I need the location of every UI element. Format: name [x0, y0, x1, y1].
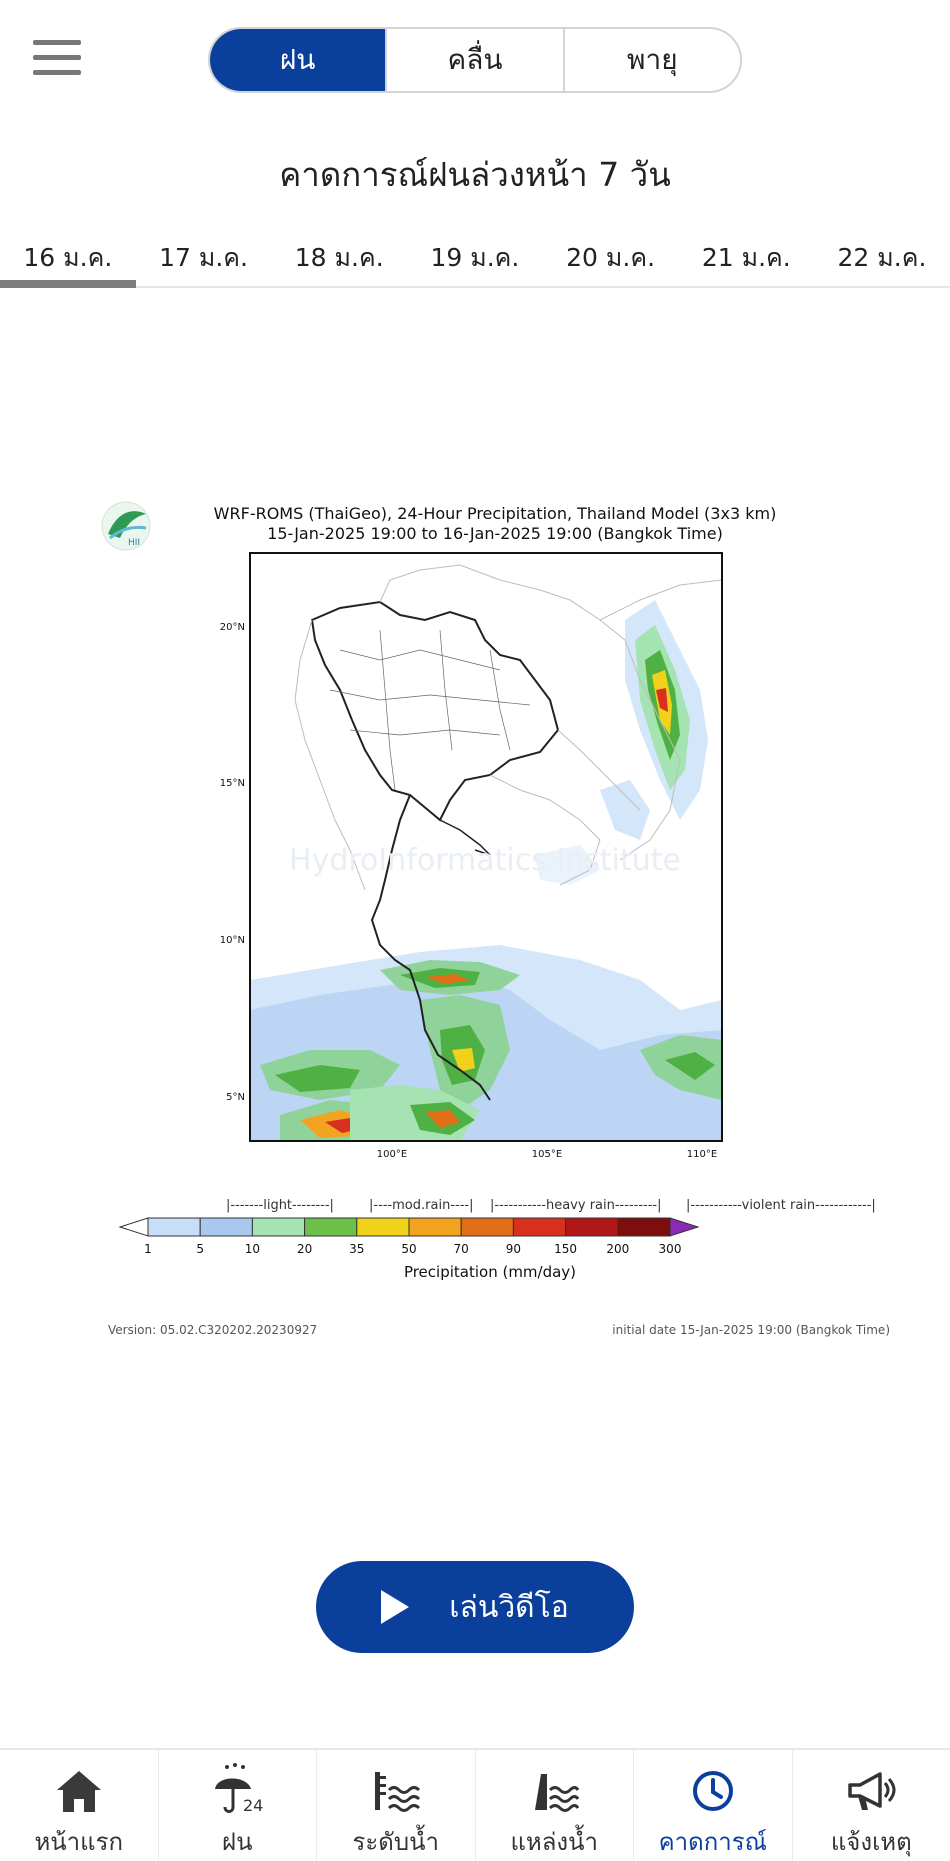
category-label-violent: |-----------violent rain------------|	[686, 1198, 876, 1213]
colorbar-title: Precipitation (mm/day)	[404, 1263, 576, 1281]
nav-item-reservoir[interactable]: แหล่งน้ำ	[474, 1750, 634, 1861]
colorbar-swatch	[617, 1217, 671, 1237]
hii-logo-icon: HII	[101, 501, 151, 551]
colorbar	[118, 1217, 700, 1237]
page-title: คาดการณ์ฝนล่วงหน้า 7 วัน	[279, 155, 671, 194]
colorbar-tick-label: 300	[659, 1242, 682, 1256]
play-icon	[381, 1590, 410, 1624]
clock-icon	[683, 1762, 743, 1820]
colorbar-tick-label: 50	[401, 1242, 416, 1256]
figure-subtitle-line: 15-Jan-2025 19:00 to 16-Jan-2025 19:00 (…	[267, 524, 723, 543]
figure-title-line: WRF-ROMS (ThaiGeo), 24-Hour Precipitatio…	[213, 504, 777, 523]
dam-icon	[524, 1762, 584, 1820]
tab-storm[interactable]: พายุ	[562, 29, 740, 91]
date-tab[interactable]: 19 ม.ค.	[430, 243, 520, 272]
colorbar-swatch	[147, 1217, 201, 1237]
umbrella-rain-icon: 24	[207, 1762, 267, 1820]
colorbar-tick-label: 70	[454, 1242, 469, 1256]
lon-label: 110°E	[687, 1149, 717, 1160]
nav-label: แจ้งเหตุ	[830, 1828, 912, 1856]
date-tab[interactable]: 18 ม.ค.	[294, 243, 384, 272]
category-label-moderate: |----mod.rain----|	[369, 1198, 473, 1213]
map-watermark: HydroInformatics Institute	[289, 843, 681, 878]
date-tabs: 16 ม.ค. 17 ม.ค. 18 ม.ค. 19 ม.ค. 20 ม.ค. …	[0, 232, 950, 288]
tab-rain[interactable]: ฝน	[210, 29, 386, 91]
colorbar-swatch	[304, 1217, 358, 1237]
colorbar-swatch	[199, 1217, 253, 1237]
date-tab[interactable]: 22 ม.ค.	[837, 243, 927, 272]
tab-wave[interactable]: คลื่น	[385, 29, 562, 91]
nav-label: ฝน	[222, 1828, 253, 1856]
megaphone-icon	[841, 1762, 901, 1820]
forecast-map-figure: HII WRF-ROMS (ThaiGeo), 24-Hour Precipit…	[80, 490, 890, 1360]
lat-label: 10°N	[220, 935, 245, 946]
colorbar-swatch	[251, 1217, 306, 1237]
colorbar-arrow-low	[118, 1217, 149, 1237]
map-svg: HydroInformatics Institute 20°N 15°N 10°…	[118, 552, 876, 1281]
colorbar-arrow-high	[669, 1217, 700, 1237]
colorbar-tick-label: 5	[196, 1242, 204, 1256]
colorbar-swatch	[356, 1217, 410, 1237]
lon-label: 105°E	[532, 1149, 562, 1160]
model-version: Version: 05.02.C320202.20230927	[108, 1323, 318, 1337]
hamburger-line	[33, 55, 81, 60]
lat-label: 5°N	[226, 1092, 245, 1103]
nav-label: หน้าแรก	[34, 1828, 124, 1856]
colorbar-tick-label: 35	[349, 1242, 364, 1256]
logo-text: HII	[128, 538, 140, 548]
figure-title: WRF-ROMS (ThaiGeo), 24-Hour Precipitatio…	[170, 504, 820, 544]
play-video-button[interactable]: เล่นวิดีโอ	[316, 1561, 634, 1653]
map-frame	[249, 552, 723, 1142]
colorbar-swatch	[565, 1217, 619, 1237]
play-video-label: เล่นวิดีโอ	[449, 1589, 569, 1625]
lat-label: 20°N	[220, 622, 245, 633]
nav-item-report[interactable]: แจ้งเหตุ	[791, 1750, 950, 1861]
colorbar-swatch	[460, 1217, 514, 1237]
date-tab[interactable]: 17 ม.ค.	[159, 243, 248, 272]
country-borders	[294, 564, 722, 1101]
date-tab[interactable]: 16 ม.ค.	[0, 232, 136, 288]
date-tab[interactable]: 20 ม.ค.	[566, 243, 656, 272]
bottom-nav: หน้าแรก 24 ฝน ระดับน้ำ	[0, 1748, 950, 1861]
precipitation-layer	[250, 600, 722, 1141]
colorbar-swatch	[408, 1217, 462, 1237]
date-tab[interactable]: 21 ม.ค.	[701, 243, 791, 272]
forecast-type-switch: ฝน คลื่น พายุ	[208, 27, 742, 93]
lon-label: 100°E	[377, 1149, 407, 1160]
rain-badge: 24	[243, 1796, 263, 1815]
category-label-light: |-------light--------|	[226, 1198, 334, 1213]
nav-item-water-level[interactable]: ระดับน้ำ	[316, 1750, 475, 1861]
nav-label: แหล่งน้ำ	[510, 1828, 599, 1856]
nav-item-rain[interactable]: 24 ฝน	[157, 1750, 317, 1861]
nav-item-forecast[interactable]: คาดการณ์	[633, 1750, 792, 1861]
initial-date: initial date 15-Jan-2025 19:00 (Bangkok …	[612, 1323, 890, 1337]
nav-label: คาดการณ์	[658, 1828, 767, 1856]
water-level-icon	[366, 1762, 426, 1820]
home-icon	[49, 1762, 109, 1820]
colorbar-tick-label: 200	[606, 1242, 629, 1256]
nav-label: ระดับน้ำ	[352, 1828, 439, 1856]
menu-button[interactable]	[33, 40, 81, 80]
colorbar-tick-label: 10	[245, 1242, 260, 1256]
category-label-heavy: |-----------heavy rain---------|	[490, 1198, 661, 1213]
lat-label: 15°N	[220, 778, 245, 789]
colorbar-ticks: 1 5 10 20 35 50 70 90 150 200 300	[144, 1242, 681, 1256]
hamburger-line	[33, 40, 81, 45]
colorbar-tick-label: 20	[297, 1242, 312, 1256]
colorbar-tick-label: 1	[144, 1242, 152, 1256]
colorbar-tick-label: 90	[506, 1242, 521, 1256]
hamburger-line	[33, 70, 81, 75]
colorbar-tick-label: 150	[554, 1242, 577, 1256]
nav-item-home[interactable]: หน้าแรก	[0, 1750, 158, 1861]
colorbar-swatch	[512, 1217, 567, 1237]
